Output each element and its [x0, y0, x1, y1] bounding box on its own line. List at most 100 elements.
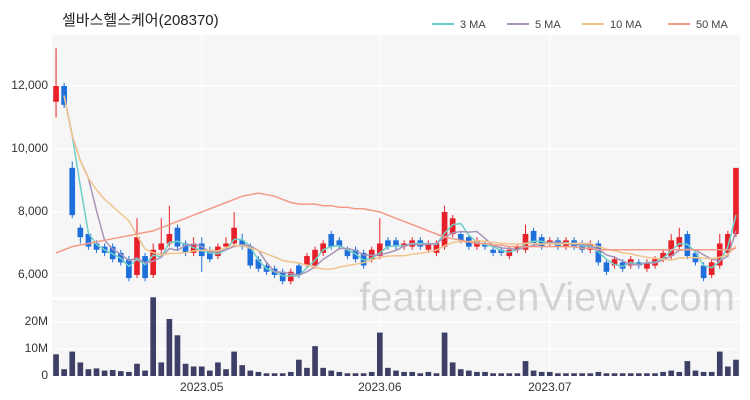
volume-bar [635, 373, 642, 376]
volume-bar [652, 373, 658, 376]
volume-bar [644, 373, 650, 376]
volume-bar [296, 359, 302, 376]
volume-bar [619, 373, 626, 376]
candle-body [611, 259, 618, 266]
candle-body [150, 249, 157, 275]
volume-bar [279, 373, 286, 376]
candle-body [449, 218, 456, 235]
volume-bar [287, 371, 294, 376]
candle-body [85, 234, 92, 247]
volume-bar [61, 369, 67, 376]
x-tick-label: 2023.05 [180, 380, 224, 394]
candle-body [69, 167, 76, 216]
candle-body [676, 237, 683, 247]
volume-bar [490, 373, 496, 376]
volume-bar [328, 370, 335, 376]
volume-bar [126, 371, 132, 376]
candle-body [668, 240, 675, 257]
volume-bar [433, 373, 440, 376]
candle-body [490, 249, 496, 253]
volume-bar [595, 371, 602, 376]
volume-bar [190, 366, 197, 376]
candle-body [166, 234, 173, 244]
volume-bar [231, 351, 237, 376]
volume-bar [522, 361, 529, 376]
volume-bar [182, 363, 189, 376]
ma-line [63, 95, 737, 276]
chart-title: 셀바스헬스케어(208370) [62, 12, 219, 29]
volume-bar [368, 371, 375, 376]
candle-body [304, 256, 310, 266]
volume-bar [676, 371, 683, 376]
volume-bar [352, 373, 359, 376]
volume-bar [425, 371, 432, 376]
candle-body [360, 252, 367, 266]
candle-body [716, 243, 723, 266]
volume-bar [466, 370, 472, 376]
candle-body [61, 86, 67, 105]
ma-line [63, 95, 737, 277]
candle-body [385, 240, 391, 247]
volume-bar [401, 371, 407, 376]
volume-bar [417, 373, 424, 376]
volume-bar [271, 373, 278, 376]
volume-bar [312, 346, 318, 376]
candle-body [255, 259, 262, 269]
candle-body [457, 234, 464, 241]
volume-bar [77, 362, 84, 376]
candle-body [433, 243, 440, 253]
volume-bar [117, 371, 124, 376]
candle-body [733, 167, 739, 235]
plot: 6,000 8,000 10,000 12,000 0 10M 20M 2023.05 2023… [11, 35, 740, 394]
volume-bar [725, 366, 731, 376]
ma-line [55, 192, 737, 254]
y-tick-label: 8,000 [18, 204, 48, 218]
candle-body [603, 262, 610, 272]
candle-body [644, 262, 650, 269]
candle-body [506, 249, 513, 257]
volume-bar [474, 371, 480, 376]
legend-label: 50 MA [696, 19, 728, 31]
volume-bar [174, 335, 181, 376]
candle-body [700, 265, 707, 279]
candle-body [344, 249, 351, 257]
y-tick-label: 20M [25, 314, 48, 328]
volume-bar [708, 371, 715, 376]
volume-bar [109, 370, 116, 376]
volume-bar [207, 370, 213, 376]
y-tick-label: 10,000 [11, 141, 48, 155]
volume-bar [376, 332, 383, 376]
volume-bar [684, 361, 691, 376]
y-tick-label: 6,000 [18, 267, 48, 281]
candle-body [336, 240, 343, 247]
candle-body [296, 265, 302, 275]
candle-body [182, 243, 189, 253]
legend: 3 MA 5 MA 10 MA 50 MA [432, 19, 728, 31]
volume-bar [498, 373, 505, 376]
candle-body [725, 234, 731, 253]
candle-body [530, 230, 537, 244]
candle-body [93, 243, 100, 250]
volume-bar [700, 371, 707, 376]
candle-body [320, 243, 326, 253]
volume-bar [85, 369, 92, 376]
candle-body [708, 262, 715, 275]
candle-body [247, 246, 254, 266]
volume-bar [660, 371, 666, 376]
volume-bar [166, 319, 173, 376]
candle-body [393, 240, 399, 247]
candle-body [126, 259, 132, 279]
volume-bar [579, 373, 585, 376]
volume-bar [506, 373, 513, 376]
volume-bar [336, 371, 343, 376]
volume-bar [603, 373, 610, 376]
volume-bar [69, 351, 76, 376]
candle-body [223, 243, 229, 247]
y-tick-label: 12,000 [11, 78, 48, 92]
candle-body [522, 234, 529, 250]
volume-bar [538, 371, 545, 376]
candle-body [441, 211, 448, 247]
volume-bar [198, 366, 205, 376]
candle-body [77, 227, 84, 238]
ma-line [63, 95, 737, 271]
